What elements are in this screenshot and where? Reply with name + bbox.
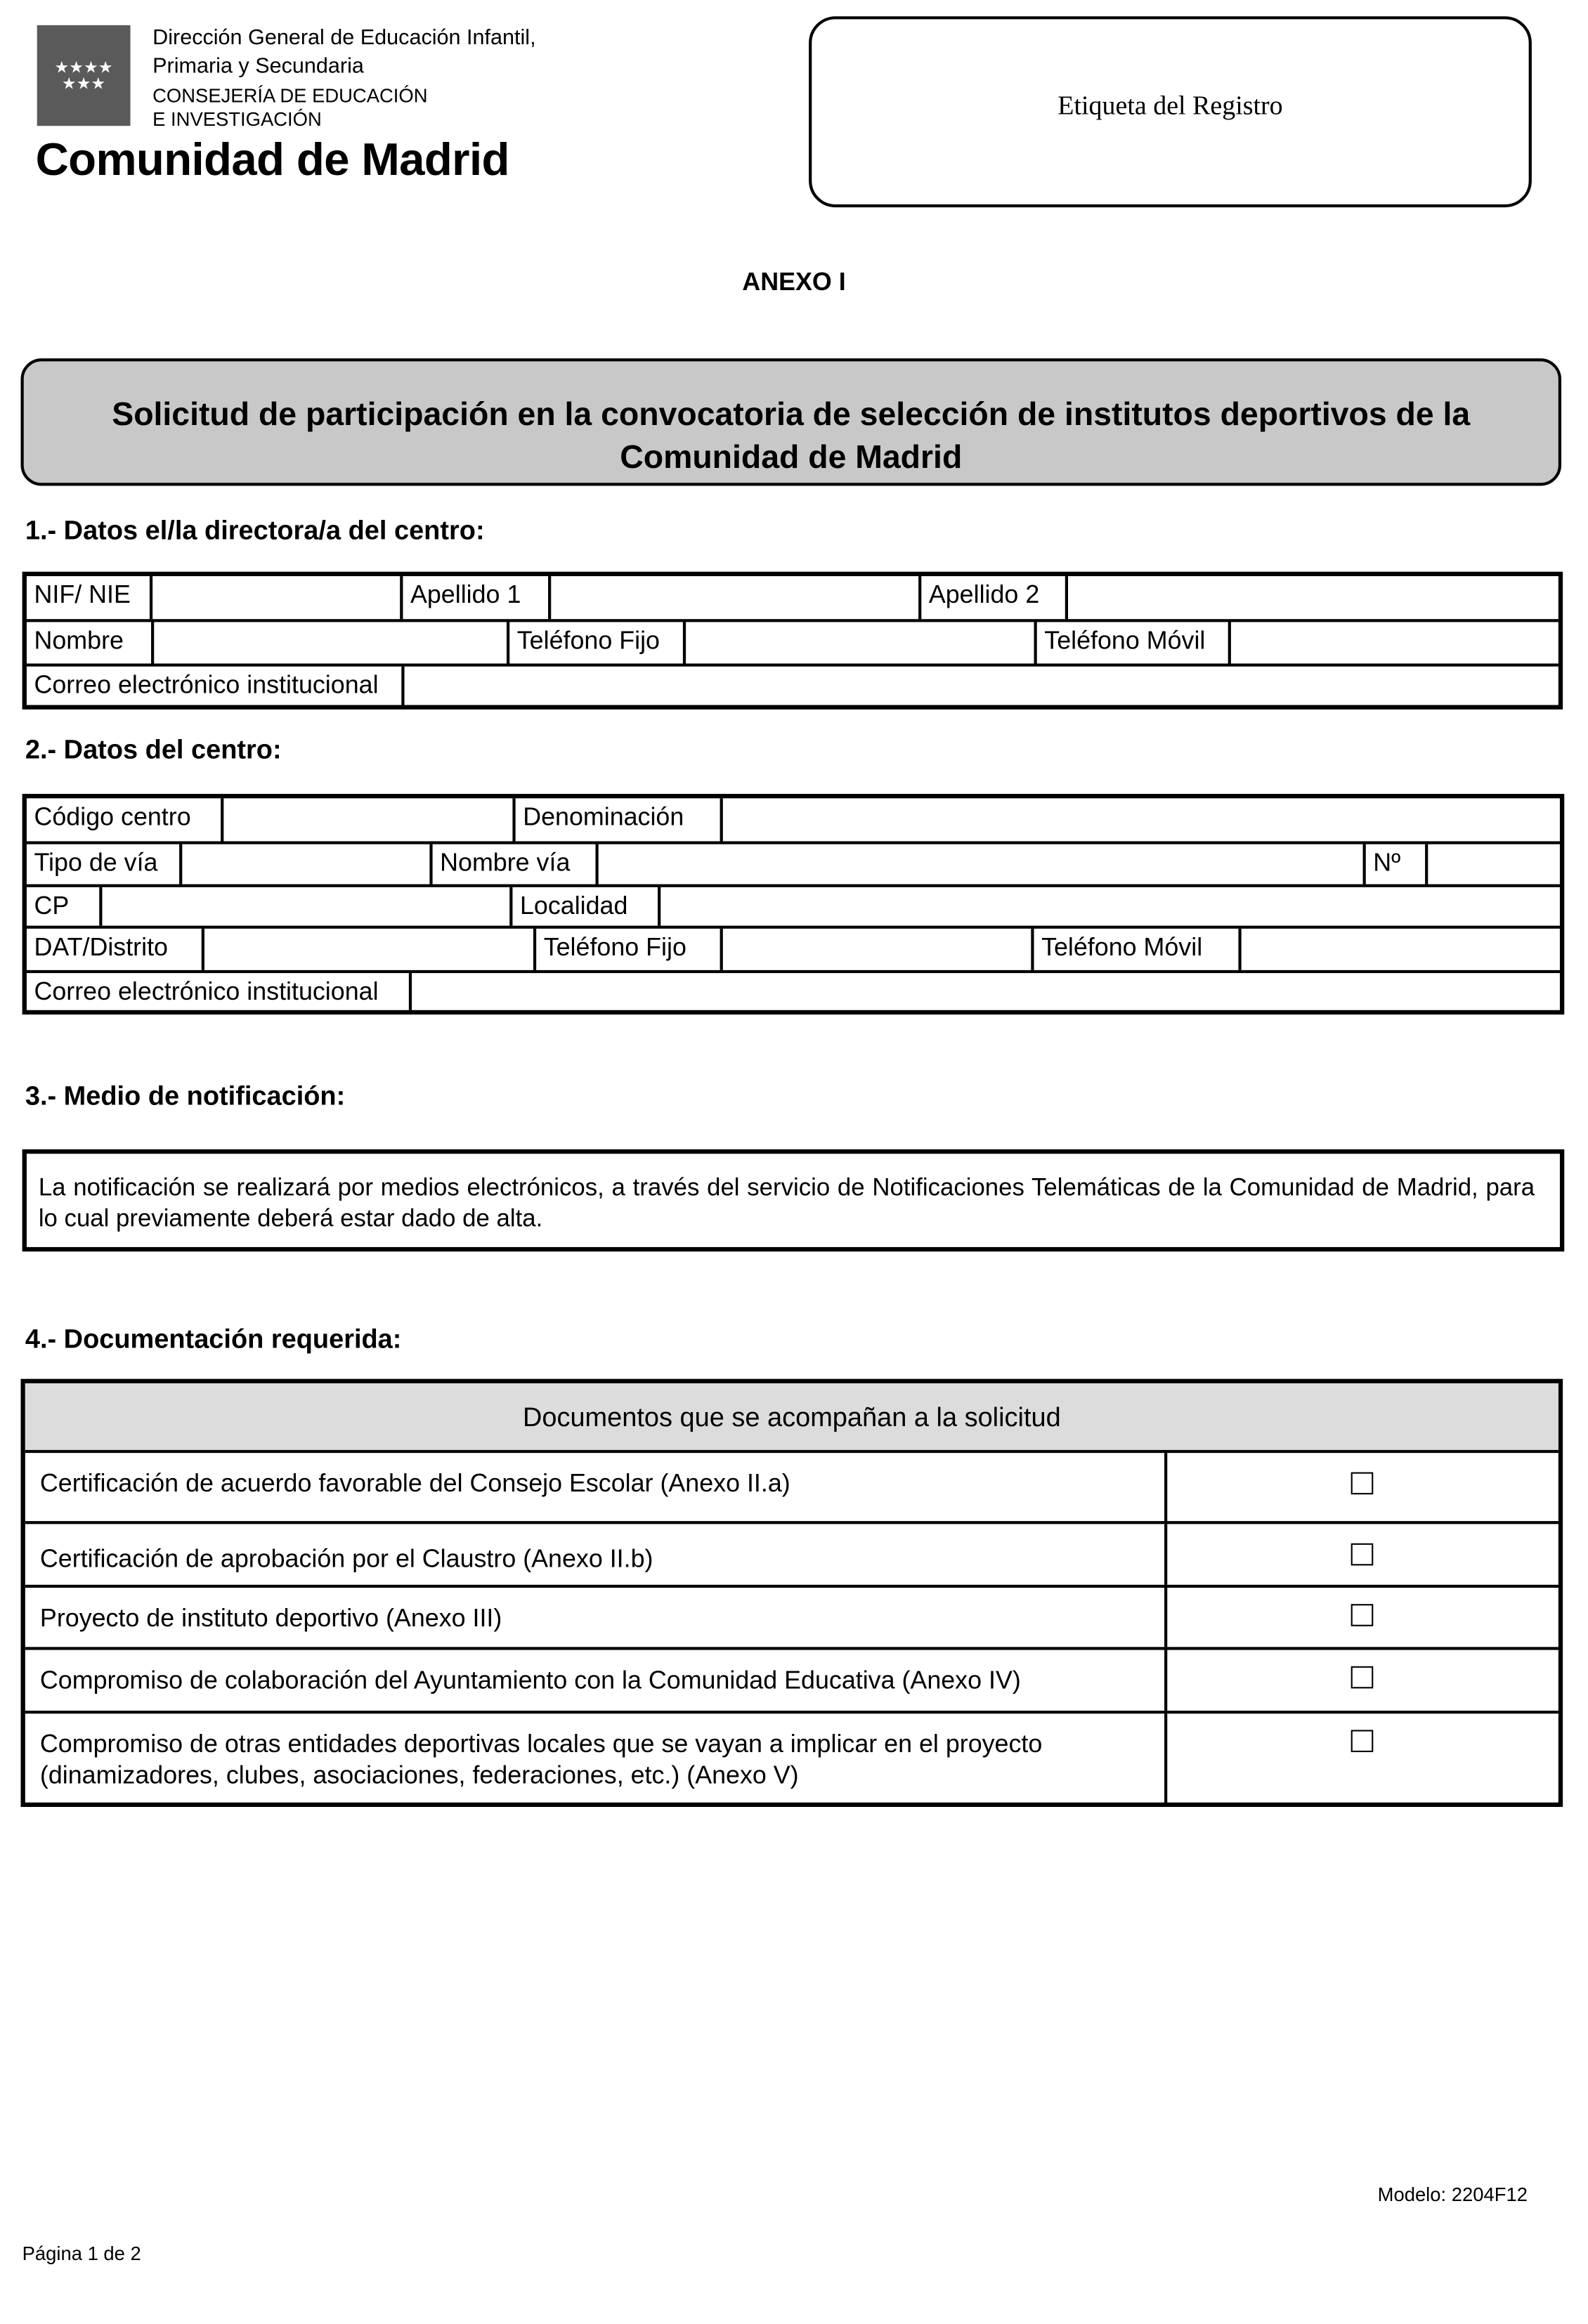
apellido2-input[interactable]	[1065, 576, 1558, 620]
document-label: Compromiso de otras entidades deportivas…	[25, 1713, 1168, 1806]
stars-icon: ★★★★ ★★★	[54, 59, 113, 93]
document-checkbox[interactable]	[1351, 1472, 1374, 1495]
section3-heading: 3.- Medio de notificación:	[25, 1081, 346, 1111]
cp-input[interactable]	[99, 887, 509, 926]
section1-heading: 1.- Datos el/la directora/a del centro:	[25, 515, 485, 545]
label-codigo-centro: Código centro	[34, 802, 191, 831]
nif-input[interactable]	[149, 576, 400, 620]
logo-line: CONSEJERÍA DE EDUCACIÓN	[152, 84, 428, 107]
document-row: Proyecto de instituto deportivo (Anexo I…	[25, 1587, 1558, 1650]
center-table: Código centro Denominación Tipo de vía N…	[22, 793, 1565, 1015]
label-correo: Correo electrónico institucional	[34, 977, 379, 1006]
document-label: Compromiso de colaboración del Ayuntamie…	[25, 1650, 1168, 1711]
label-denominacion: Denominación	[512, 798, 720, 842]
codigo-centro-input[interactable]	[221, 798, 512, 842]
label-telefono-movil: Teléfono Móvil	[1031, 928, 1238, 970]
logo-line: Primaria y Secundaria	[152, 55, 364, 79]
label-telefono-fijo: Teléfono Fijo	[533, 928, 720, 970]
document-checkbox[interactable]	[1351, 1543, 1374, 1566]
label-apellido1: Apellido 1	[400, 576, 548, 620]
document-row: Certificación de aprobación por el Claus…	[25, 1524, 1558, 1588]
correo-input[interactable]	[401, 666, 1558, 705]
tipo-via-input[interactable]	[179, 844, 429, 884]
section4-heading: 4.- Documentación requerida:	[25, 1324, 402, 1354]
label-numero: Nº	[1362, 844, 1426, 884]
label-nombre-via: Nombre vía	[429, 844, 595, 884]
label-dat-distrito: DAT/Distrito	[34, 933, 168, 962]
document-checkbox[interactable]	[1351, 1604, 1374, 1626]
document-row: Compromiso de colaboración del Ayuntamie…	[25, 1650, 1558, 1714]
dat-distrito-input[interactable]	[201, 928, 533, 970]
registry-label-box: Etiqueta del Registro	[809, 16, 1532, 208]
notification-text: La notificación se realizará por medios …	[22, 1149, 1565, 1252]
document-row: Compromiso de otras entidades deportivas…	[25, 1713, 1558, 1806]
localidad-input[interactable]	[658, 887, 1560, 926]
brand-name: Comunidad de Madrid	[35, 133, 510, 185]
title-line: Solicitud de participación en la convoca…	[112, 395, 1471, 433]
form-title: Solicitud de participación en la convoca…	[20, 358, 1562, 486]
logo-line: Dirección General de Educación Infantil,	[152, 26, 536, 51]
telefono-movil-input[interactable]	[1228, 622, 1558, 664]
page-number: Página 1 de 2	[22, 2242, 141, 2265]
telefono-fijo-input[interactable]	[720, 928, 1031, 970]
annex-heading: ANEXO I	[742, 268, 846, 296]
document-label: Certificación de acuerdo favorable del C…	[25, 1453, 1168, 1522]
label-cp: CP	[34, 892, 70, 920]
label-tipo-via: Tipo de vía	[34, 848, 158, 877]
label-localidad: Localidad	[509, 887, 658, 926]
denominacion-input[interactable]	[720, 798, 1560, 842]
document-row: Certificación de acuerdo favorable del C…	[25, 1453, 1558, 1525]
documents-table: Documentos que se acompañan a la solicit…	[20, 1378, 1563, 1808]
section2-heading: 2.- Datos del centro:	[25, 734, 282, 764]
label-nombre: Nombre	[34, 626, 124, 655]
document-checkbox[interactable]	[1351, 1666, 1374, 1689]
label-nif: NIF/ NIE	[34, 580, 131, 609]
label-telefono-movil: Teléfono Móvil	[1034, 622, 1228, 664]
title-line: Comunidad de Madrid	[620, 438, 963, 476]
telefono-fijo-input[interactable]	[682, 622, 1034, 664]
numero-input[interactable]	[1425, 844, 1560, 884]
apellido1-input[interactable]	[548, 576, 918, 620]
document-label: Proyecto de instituto deportivo (Anexo I…	[25, 1587, 1168, 1647]
document-label: Certificación de aprobación por el Claus…	[25, 1524, 1168, 1585]
documents-table-header: Documentos que se acompañan a la solicit…	[25, 1383, 1558, 1454]
logo-line: E INVESTIGACIÓN	[152, 107, 322, 131]
label-apellido2: Apellido 2	[918, 576, 1065, 620]
registry-label: Etiqueta del Registro	[1057, 90, 1283, 120]
model-number: Modelo: 2204F12	[1377, 2183, 1528, 2206]
correo-input[interactable]	[408, 973, 1560, 1010]
madrid-logo: ★★★★ ★★★	[37, 25, 131, 126]
nombre-via-input[interactable]	[595, 844, 1362, 884]
telefono-movil-input[interactable]	[1238, 928, 1559, 970]
document-checkbox[interactable]	[1351, 1730, 1374, 1753]
nombre-input[interactable]	[151, 622, 507, 664]
label-correo: Correo electrónico institucional	[34, 671, 379, 700]
label-telefono-fijo: Teléfono Fijo	[507, 622, 683, 664]
director-table: NIF/ NIE Apellido 1 Apellido 2 Nombre Te…	[22, 571, 1563, 710]
